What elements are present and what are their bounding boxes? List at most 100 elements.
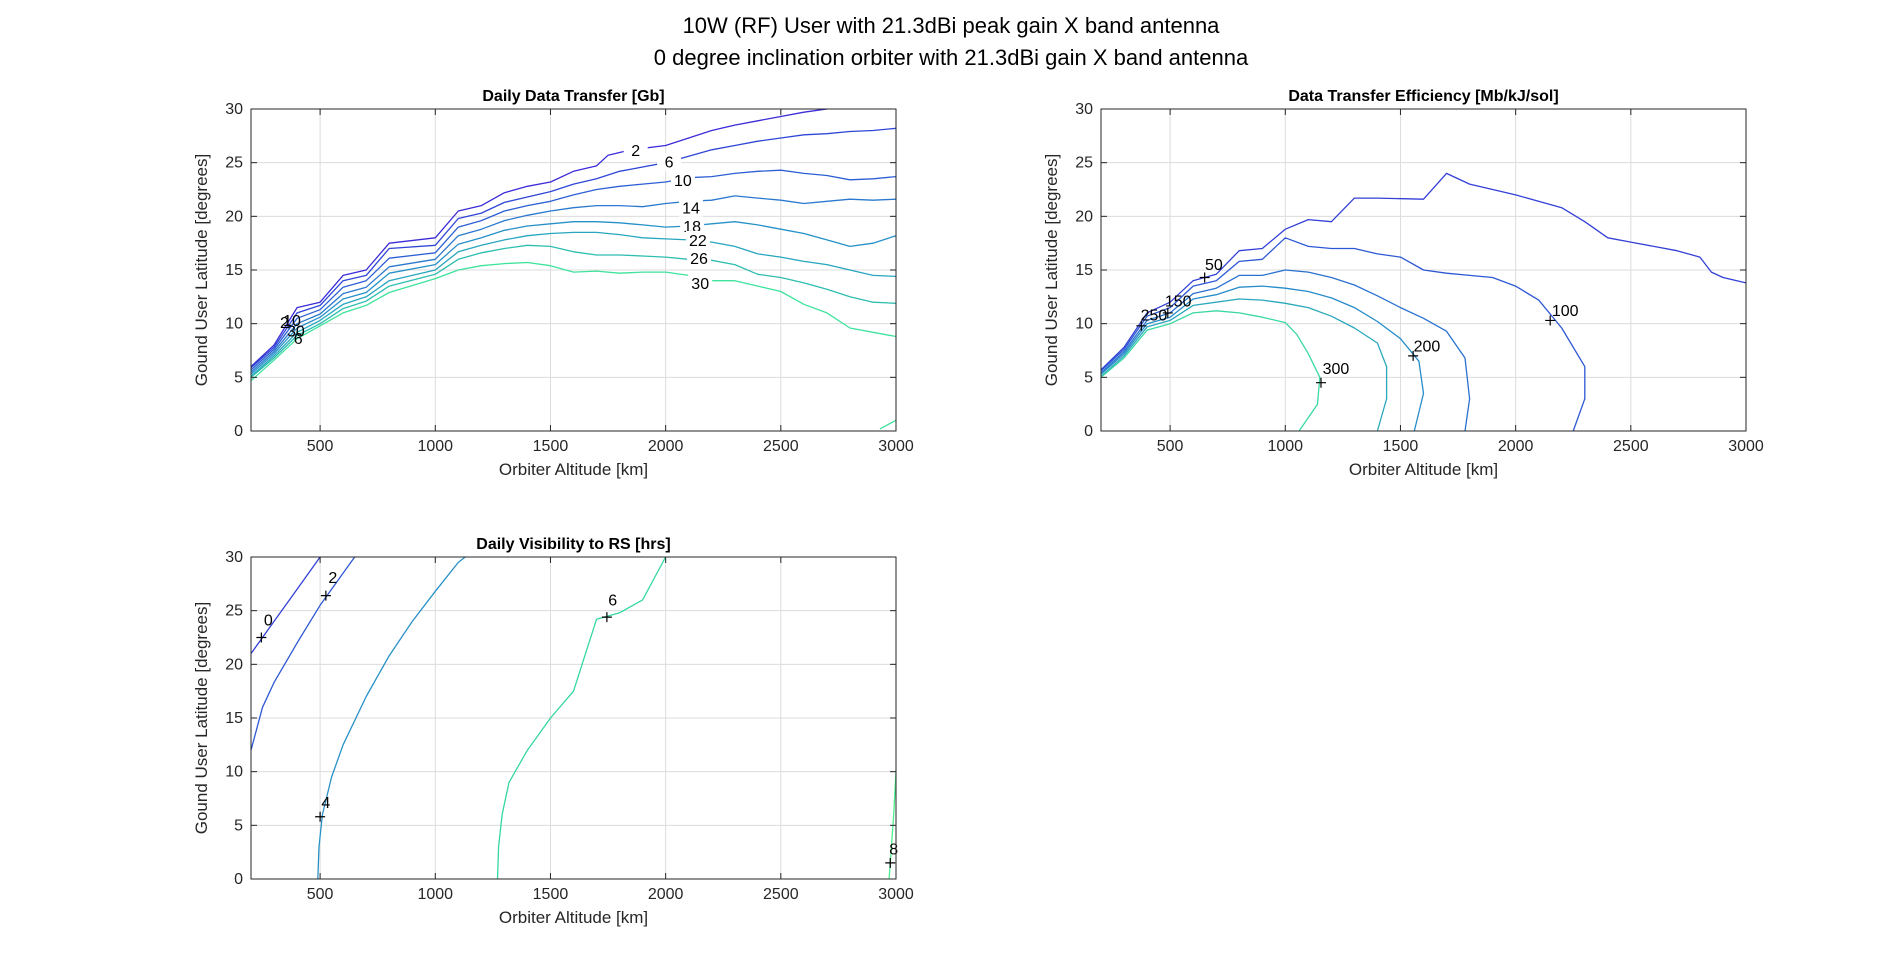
y-tick-label: 10 <box>1075 316 1093 333</box>
contour-label-marker <box>1136 320 1147 331</box>
contour-label-2: 2 <box>280 315 289 332</box>
y-tick-label: 30 <box>1075 101 1093 118</box>
x-tick-label: 500 <box>1157 438 1184 455</box>
contour-label-marker <box>1199 272 1210 283</box>
x-tick-label: 2000 <box>648 438 684 455</box>
contour-label-bg <box>657 152 682 171</box>
y-tick-label: 15 <box>225 710 243 727</box>
y-tick-label: 15 <box>225 262 243 279</box>
x-tick-label: 500 <box>307 438 334 455</box>
x-tick-label: 1500 <box>1383 438 1419 455</box>
y-tick-label: 0 <box>234 871 243 888</box>
contour-lines <box>250 108 897 430</box>
subplot-title: Daily Visibility to RS [hrs] <box>476 536 670 553</box>
x-axis-label: Orbiter Altitude [km] <box>1349 460 1498 479</box>
ticks: 500 1000 1500 2000 2500 3000 0 5 10 15 20 25 30 <box>1075 101 1764 455</box>
contour-label-bg <box>688 273 713 292</box>
contour-label-2: 2 <box>328 570 337 587</box>
contour-label-30: 30 <box>287 324 305 341</box>
contour-line-6 <box>250 127 897 369</box>
contour-label-6: 6 <box>608 592 617 609</box>
contour-line-250 <box>1100 298 1388 432</box>
contour-label-14: 14 <box>682 201 700 218</box>
y-axis-label: Gound User Latitude [degrees] <box>192 154 211 386</box>
y-tick-label: 5 <box>1084 369 1093 386</box>
y-tick-label: 30 <box>225 101 243 118</box>
y-tick-label: 25 <box>225 603 243 620</box>
contour-label-marker <box>1315 377 1326 388</box>
y-tick-label: 20 <box>1075 208 1093 225</box>
contour-label-marker <box>885 857 896 868</box>
contour-labels: 50 100 150 200 250 300 <box>1136 257 1579 388</box>
x-axis-label: Orbiter Altitude [km] <box>499 460 648 479</box>
contour-label-200: 200 <box>1414 339 1441 356</box>
y-tick-label: 0 <box>1084 423 1093 440</box>
y-tick-label: 0 <box>234 423 243 440</box>
contour-line-10 <box>250 169 897 371</box>
contour-label-marker <box>601 612 612 623</box>
contour-label-26: 26 <box>690 251 708 268</box>
contour-line-50 <box>1100 172 1747 371</box>
contour-label-10: 10 <box>674 173 692 190</box>
x-tick-label: 2500 <box>1613 438 1649 455</box>
contour-label-bg <box>687 249 712 268</box>
subplot-title: Daily Data Transfer [Gb] <box>482 88 664 105</box>
contour-label-marker <box>315 811 326 822</box>
y-axis-label: Gound User Latitude [degrees] <box>1042 154 1061 386</box>
y-tick-label: 25 <box>225 155 243 172</box>
y-tick-label: 5 <box>234 817 243 834</box>
contour-label-bg <box>680 216 705 235</box>
contour-label-30: 30 <box>691 276 709 293</box>
y-axis-label: Gound User Latitude [degrees] <box>192 602 211 834</box>
contour-label-marker <box>1545 315 1556 326</box>
y-tick-label: 20 <box>225 208 243 225</box>
contour-labels: 0 2 4 6 8 <box>256 570 898 868</box>
x-tick-label: 1000 <box>1267 438 1303 455</box>
x-tick-label: 1500 <box>533 438 569 455</box>
contour-label-bg <box>685 230 710 249</box>
contour-line-4 <box>317 556 466 880</box>
contour-label-marker <box>1162 307 1173 318</box>
contour-line-18 <box>250 221 897 375</box>
figure-title-line2: 0 degree inclination orbiter with 21.3dB… <box>654 45 1249 70</box>
contour-label-250: 250 <box>1141 307 1168 324</box>
y-tick-label: 30 <box>225 549 243 566</box>
contour-line-300 <box>1100 310 1321 432</box>
y-tick-label: 10 <box>225 316 243 333</box>
y-tick-label: 15 <box>1075 262 1093 279</box>
x-tick-label: 2000 <box>1498 438 1534 455</box>
subplot-title: Data Transfer Efficiency [Mb/kJ/sol] <box>1288 88 1558 105</box>
figure-title-line1: 10W (RF) User with 21.3dBi peak gain X b… <box>683 13 1221 38</box>
contour-label-6: 6 <box>294 331 303 348</box>
contour-line-2 <box>250 108 827 368</box>
contour-label-8: 8 <box>889 841 898 858</box>
x-tick-label: 1500 <box>533 886 569 903</box>
x-tick-label: 2500 <box>763 886 799 903</box>
x-tick-label: 3000 <box>878 438 914 455</box>
contour-label-10: 10 <box>283 313 301 330</box>
contour-line-100 <box>1100 237 1586 432</box>
y-tick-label: 25 <box>1075 155 1093 172</box>
x-tick-label: 3000 <box>878 886 914 903</box>
y-tick-label: 10 <box>225 764 243 781</box>
contour-line-22 <box>250 231 897 377</box>
x-tick-label: 2000 <box>648 886 684 903</box>
subplot-3: 0 2 4 6 8 500 1000 1500 2000 2500 3000 0 5 10 15 20 25 30… <box>192 536 914 927</box>
x-tick-label: 2500 <box>763 438 799 455</box>
contour-line-2 <box>250 556 356 751</box>
contour-label-marker <box>320 590 331 601</box>
contour-line-26 <box>250 244 897 378</box>
contour-label-marker <box>1408 350 1419 361</box>
x-tick-label: 3000 <box>1728 438 1764 455</box>
contour-label-22: 22 <box>689 233 707 250</box>
contour-label-300: 300 <box>1323 361 1350 378</box>
x-tick-label: 1000 <box>417 886 453 903</box>
contour-label-50: 50 <box>1205 257 1223 274</box>
